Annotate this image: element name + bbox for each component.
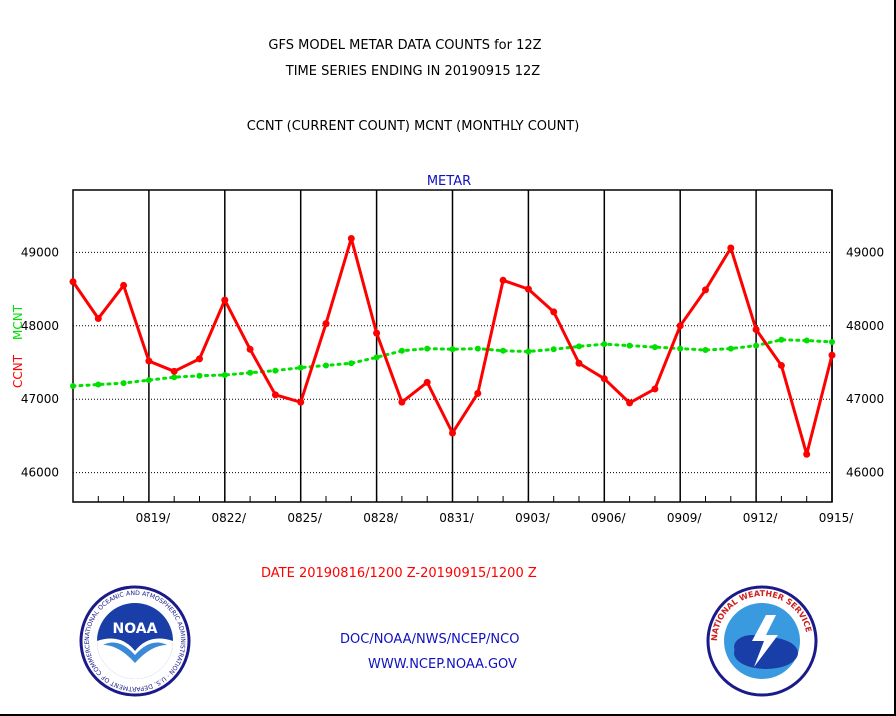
data-point-ccnt (702, 286, 709, 294)
x-tick-label: 0909/ (667, 511, 703, 525)
data-point-mcnt (373, 354, 380, 361)
data-point-ccnt (676, 322, 684, 330)
data-point-mcnt (550, 346, 557, 353)
data-point-ccnt (828, 351, 836, 359)
data-point-ccnt (777, 361, 785, 369)
nws-logo: NATIONAL WEATHER SERVICE (706, 585, 818, 697)
data-point-mcnt (323, 362, 329, 369)
data-point-mcnt (576, 343, 582, 350)
org-label: DOC/NOAA/NWS/NCEP/NCO (340, 632, 520, 647)
data-point-mcnt (247, 369, 254, 376)
y-tick-label-left: 48000 (21, 319, 59, 333)
data-point-mcnt (500, 347, 507, 354)
data-point-ccnt (803, 450, 811, 458)
data-point-ccnt (752, 325, 760, 333)
data-point-mcnt (727, 345, 734, 352)
x-tick-label: 0906/ (591, 511, 627, 525)
data-point-mcnt (171, 374, 178, 381)
data-point-mcnt (70, 383, 76, 390)
data-point-ccnt (322, 320, 330, 328)
data-point-ccnt (626, 399, 634, 407)
data-point-ccnt (69, 278, 77, 286)
data-point-mcnt (474, 345, 481, 352)
data-point-ccnt (727, 244, 735, 252)
data-point-ccnt (94, 314, 102, 322)
url-label: WWW.NCEP.NOAA.GOV (368, 657, 517, 672)
data-point-mcnt (677, 345, 684, 352)
data-point-mcnt (348, 360, 355, 367)
x-tick-label: 0828/ (363, 511, 399, 525)
data-point-mcnt (601, 341, 608, 348)
x-tick-label: 0903/ (515, 511, 551, 525)
data-point-mcnt (95, 381, 102, 388)
data-point-ccnt (347, 234, 355, 242)
data-point-mcnt (221, 371, 228, 378)
data-point-ccnt (221, 296, 229, 304)
data-point-ccnt (297, 398, 305, 406)
y-tick-label-right: 47000 (846, 392, 884, 406)
data-point-ccnt (246, 345, 254, 353)
y-tick-label-left: 49000 (21, 245, 59, 259)
x-tick-label: 0915/ (819, 511, 855, 525)
data-point-mcnt (753, 342, 760, 349)
data-point-mcnt (145, 377, 152, 384)
y-tick-label-left: 47000 (21, 392, 59, 406)
data-point-mcnt (702, 347, 709, 354)
data-point-mcnt (424, 345, 431, 352)
data-point-ccnt (170, 367, 178, 375)
data-point-mcnt (297, 364, 304, 371)
x-tick-label: 0912/ (743, 511, 779, 525)
data-point-ccnt (120, 281, 128, 289)
date-range-label: DATE 20190816/1200 Z-20190915/1200 Z (261, 566, 537, 581)
data-point-ccnt (474, 389, 482, 397)
data-point-ccnt (145, 357, 153, 365)
y-axis-label-mcnt: MCNT (11, 304, 25, 340)
x-tick-label: 0831/ (439, 511, 475, 525)
data-point-mcnt (829, 338, 835, 345)
data-point-mcnt (651, 344, 658, 351)
data-point-ccnt (373, 329, 381, 337)
y-tick-label-left: 46000 (21, 466, 59, 480)
y-tick-label-right: 49000 (846, 245, 884, 259)
data-point-mcnt (626, 342, 633, 349)
data-point-mcnt (398, 347, 405, 354)
data-point-ccnt (575, 359, 583, 367)
data-point-ccnt (196, 355, 203, 363)
y-tick-label-right: 46000 (846, 466, 884, 480)
data-point-ccnt (600, 375, 608, 383)
data-point-mcnt (778, 336, 785, 343)
x-tick-label: 0825/ (287, 511, 323, 525)
data-point-mcnt (196, 372, 203, 379)
data-point-ccnt (524, 285, 532, 293)
title-line-3: CCNT (CURRENT COUNT) MCNT (MONTHLY COUNT… (246, 119, 580, 134)
data-point-ccnt (449, 429, 456, 437)
y-axis-label-ccnt: CCNT (11, 354, 25, 388)
data-point-mcnt (272, 367, 279, 374)
data-point-ccnt (499, 276, 507, 284)
title-line-1: GFS MODEL METAR DATA COUNTS for 12Z (268, 38, 542, 53)
data-point-ccnt (423, 378, 431, 386)
data-point-ccnt (550, 308, 558, 316)
y-tick-label-right: 48000 (846, 319, 884, 333)
data-point-ccnt (398, 398, 406, 406)
x-tick-label: 0822/ (212, 511, 248, 525)
data-point-mcnt (803, 337, 810, 344)
data-point-mcnt (449, 346, 456, 353)
data-point-ccnt (651, 385, 659, 393)
noaa-logo: NOAA NATIONAL OCEANIC AND ATMOSPHERIC AD… (79, 585, 191, 697)
data-point-mcnt (525, 348, 532, 355)
data-point-mcnt (120, 380, 127, 387)
data-point-ccnt (271, 391, 279, 399)
x-tick-label: 0819/ (136, 511, 172, 525)
title-line-2: TIME SERIES ENDING IN 20190915 12Z (285, 64, 541, 79)
noaa-logo-text: NOAA (113, 621, 158, 637)
chart-title: METAR (427, 174, 471, 189)
